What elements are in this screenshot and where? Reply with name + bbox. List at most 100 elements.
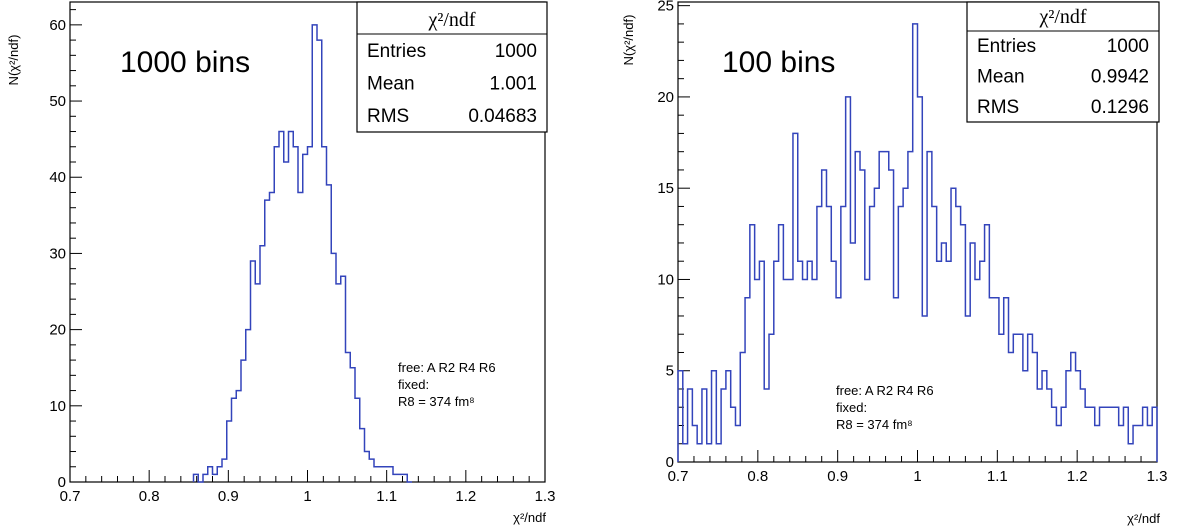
histogram-bin <box>331 253 336 482</box>
y-tick-label: 40 <box>49 169 66 186</box>
x-tick-label: 1.3 <box>535 488 556 505</box>
histogram-bin <box>194 474 199 482</box>
x-tick-label: 0.9 <box>827 468 848 485</box>
histogram-bin <box>241 360 246 482</box>
histogram-bin <box>807 261 812 462</box>
histogram-bin <box>398 474 403 482</box>
histogram-bin <box>779 225 784 462</box>
x-tick-label: 1 <box>303 488 311 505</box>
histogram-bin <box>683 444 688 462</box>
x-tick-label: 1.1 <box>376 488 397 505</box>
histogram-bin <box>716 444 721 462</box>
y-tick-label: 5 <box>666 363 674 380</box>
histogram-bin <box>232 398 237 482</box>
histogram-bin <box>1056 425 1061 462</box>
histogram-bin <box>217 467 222 482</box>
x-tick-label: 1 <box>913 468 921 485</box>
histogram-bin <box>393 474 398 482</box>
stats-title: χ²/ndf <box>1038 6 1086 28</box>
histogram-bin <box>989 298 994 462</box>
y-axis-title: N(χ²/ndf) <box>621 15 636 66</box>
histogram-bin <box>894 298 899 462</box>
histogram-bin <box>1090 407 1095 462</box>
x-tick-label: 1.2 <box>455 488 476 505</box>
histogram-bin <box>1100 407 1105 462</box>
histogram-bin <box>1143 407 1148 462</box>
histogram-bin <box>1119 425 1124 462</box>
histogram-bin <box>365 452 370 482</box>
histogram-bin <box>740 352 745 462</box>
histogram-bin <box>975 279 980 462</box>
histogram-bin <box>284 162 289 482</box>
histogram-bin <box>692 425 697 462</box>
histogram-bin <box>774 261 779 462</box>
histogram-bin <box>293 147 298 482</box>
histogram-bin <box>803 279 808 462</box>
histogram-bin <box>227 421 232 482</box>
histogram-bin <box>908 152 913 462</box>
y-tick-label: 15 <box>657 180 674 197</box>
histogram-bin <box>1138 425 1143 462</box>
histogram-bin <box>1066 371 1071 462</box>
histogram-bin <box>956 206 961 462</box>
x-tick-label: 1.1 <box>987 468 1008 485</box>
histogram-bin <box>812 279 817 462</box>
histogram-outline <box>192 24 412 483</box>
y-tick-label: 10 <box>49 398 66 415</box>
histogram-bin <box>1104 407 1109 462</box>
histogram-bin <box>822 170 827 462</box>
stats-mean-value: 0.9942 <box>1091 67 1149 88</box>
histogram-bin <box>793 133 798 462</box>
y-tick-label: 20 <box>657 89 674 106</box>
histogram-bin <box>1047 389 1052 462</box>
histogram-bin <box>203 474 208 482</box>
histogram-bin <box>341 276 346 482</box>
y-tick-label: 30 <box>49 245 66 262</box>
stats-rms-label: RMS <box>977 97 1019 118</box>
histogram-bin <box>327 185 332 482</box>
histogram-outline <box>677 23 1158 462</box>
histogram-bin <box>369 459 374 482</box>
histogram-bin <box>769 334 774 462</box>
stats-entries-value: 1000 <box>1107 36 1149 57</box>
histogram-bin <box>707 444 712 462</box>
fit-note-line: fixed: <box>398 377 429 392</box>
histogram-bin <box>879 152 884 462</box>
histogram-bin <box>826 206 831 462</box>
histogram-bin <box>360 429 365 482</box>
histogram-bin <box>946 261 951 462</box>
histogram-bin <box>274 147 279 482</box>
histogram-bin <box>1123 407 1128 462</box>
histogram-bin <box>1018 334 1023 462</box>
histogram-bin <box>279 132 284 482</box>
x-tick-label: 0.8 <box>139 488 160 505</box>
x-tick-label: 0.8 <box>747 468 768 485</box>
fit-note-line: free: A R2 R4 R6 <box>398 360 496 375</box>
y-tick-label: 25 <box>657 0 674 15</box>
stats-box-frame <box>356 1 548 133</box>
fit-note-line: R8 = 374 fm⁸ <box>398 394 475 409</box>
histogram-bin <box>1042 371 1047 462</box>
histogram-bin <box>1037 389 1042 462</box>
histogram-bin <box>750 225 755 462</box>
histogram-bin <box>927 152 932 462</box>
histogram-bin <box>735 425 740 462</box>
y-tick-label: 60 <box>49 17 66 34</box>
histogram-bin <box>312 25 317 482</box>
fit-note-line: fixed: <box>836 400 867 415</box>
histogram-bin <box>236 391 241 482</box>
histogram-bin <box>697 444 702 462</box>
histogram-bin <box>255 284 260 482</box>
histogram-bin <box>384 467 389 482</box>
bins-label: 1000 bins <box>120 46 250 79</box>
histogram-bin <box>951 188 956 462</box>
y-tick-label: 10 <box>657 271 674 288</box>
bins-label: 100 bins <box>722 46 835 79</box>
histogram-bin <box>702 389 707 462</box>
histogram-bin <box>350 368 355 482</box>
histogram-bin <box>355 398 360 482</box>
histogram-bin <box>712 371 717 462</box>
